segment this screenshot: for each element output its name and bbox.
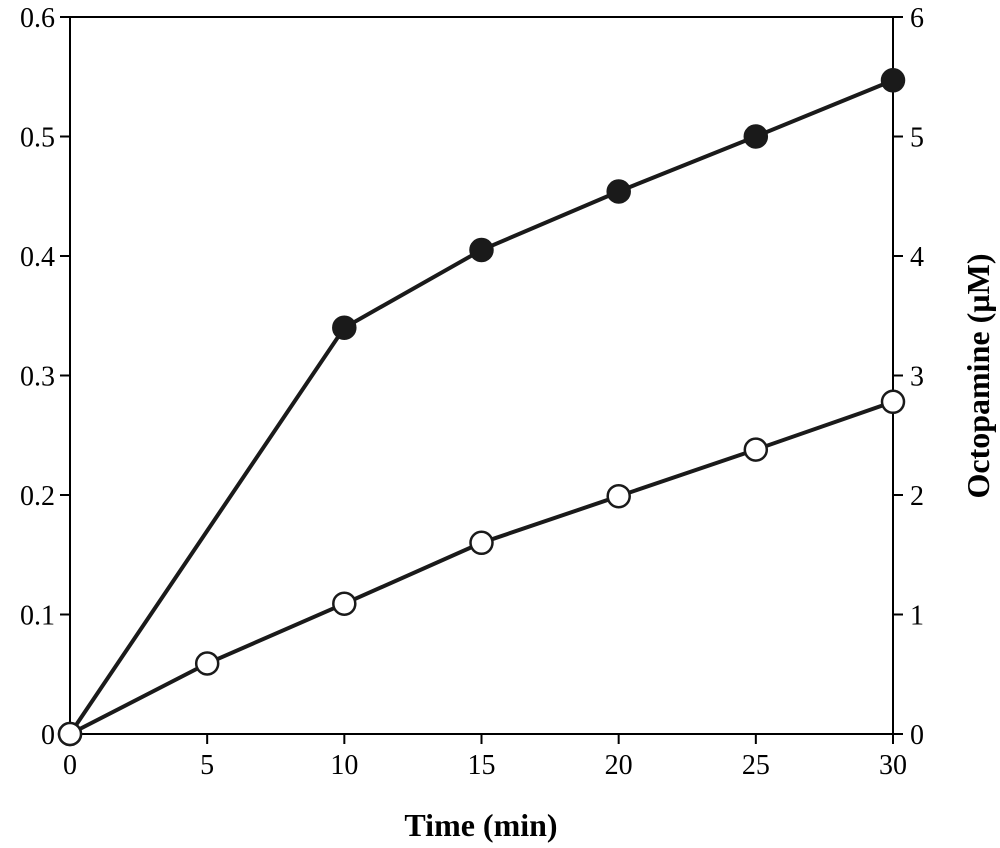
series-line-open (69, 399, 894, 736)
x-tick-label: 20 (605, 750, 633, 781)
left-y-tick-label: 0.2 (20, 481, 55, 512)
right-y-tick-label: 6 (910, 3, 924, 34)
axis-ticks (60, 16, 903, 744)
data-point-open (606, 483, 631, 509)
x-axis-title: Time (min) (404, 807, 557, 843)
data-point-open (332, 591, 357, 616)
data-series (57, 68, 906, 747)
left-y-tick-label: 0.4 (20, 242, 55, 273)
series-line-filled (68, 78, 894, 736)
data-point-filled (743, 124, 769, 149)
left-y-tick-label: 0.3 (20, 362, 55, 393)
x-tick-label: 10 (330, 750, 358, 781)
left-y-tick-label: 0 (41, 720, 55, 751)
data-point-open (469, 530, 494, 556)
x-tick-label: 0 (63, 750, 77, 781)
plot-frame (69, 16, 894, 735)
data-point-open (57, 721, 83, 747)
right-y-tick-label: 3 (910, 362, 924, 393)
data-point-filled (469, 237, 494, 263)
right-y-tick-label: 4 (910, 242, 924, 273)
right-y-tick-label: 2 (910, 481, 924, 512)
right-y-tick-label: 1 (910, 601, 924, 632)
data-point-filled (606, 179, 631, 204)
right-y-tick-label: 5 (910, 123, 924, 154)
x-tick-label: 15 (468, 750, 496, 781)
right-y-tick-label: 0 (910, 720, 924, 751)
data-point-open (743, 437, 769, 462)
x-tick-label: 5 (200, 750, 214, 781)
data-point-filled (880, 68, 906, 93)
data-point-open (880, 389, 906, 415)
right-axis-title: Octopamine (µM) (960, 253, 996, 498)
data-point-filled (332, 315, 357, 340)
x-tick-label: 30 (879, 750, 907, 781)
left-y-tick-label: 0.1 (20, 601, 55, 632)
left-y-tick-label: 0.6 (20, 3, 55, 34)
left-y-tick-label: 0.5 (20, 123, 55, 154)
data-point-open (194, 651, 220, 676)
x-tick-label: 25 (742, 750, 770, 781)
